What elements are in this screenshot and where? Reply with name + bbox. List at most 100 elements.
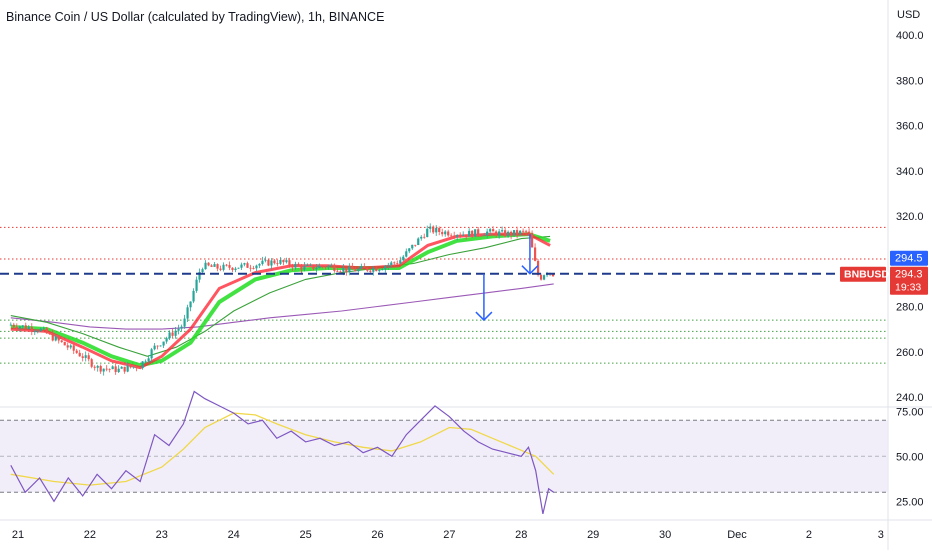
candle-body — [258, 264, 261, 266]
candle-body — [69, 345, 72, 348]
x-tick-label: 22 — [84, 529, 96, 541]
candle-body — [459, 235, 462, 237]
candle-body — [414, 244, 417, 246]
candle-body — [15, 326, 18, 329]
candle-body — [333, 265, 336, 271]
candle-body — [108, 368, 111, 370]
candle-body — [363, 266, 366, 268]
candle-body — [27, 326, 30, 329]
candle-body — [261, 260, 264, 265]
symbol-text: BNBUSD — [844, 269, 889, 281]
candle-body — [96, 365, 99, 368]
candle-body — [486, 231, 489, 235]
candle-body — [267, 259, 270, 266]
rsi-tick-label: 75.00 — [896, 406, 924, 418]
candle-body — [255, 265, 258, 269]
candle-body — [195, 279, 198, 291]
candle-body — [327, 265, 330, 268]
last-price-badge — [890, 266, 928, 295]
candle-body — [453, 235, 456, 237]
candle-body — [99, 365, 102, 372]
candle-body — [84, 355, 87, 358]
candle-body — [105, 368, 108, 370]
candle-body — [354, 269, 357, 272]
candle-body — [492, 229, 495, 232]
candle-body — [72, 345, 75, 351]
candle-body — [192, 290, 195, 302]
candle-body — [309, 264, 312, 266]
candle-body — [282, 259, 285, 263]
candle-body — [384, 266, 387, 270]
candle-body — [530, 232, 534, 248]
rsi-tick-label: 25.00 — [896, 496, 924, 508]
rsi-tick-label: 50.00 — [896, 451, 924, 463]
candle-body — [177, 328, 180, 331]
candle-body — [204, 262, 207, 270]
candle-body — [521, 230, 525, 232]
candle-body — [141, 361, 144, 369]
x-tick-label: 29 — [587, 529, 599, 541]
candle-body — [318, 265, 321, 269]
x-tick-label: Dec — [727, 529, 747, 541]
candle-body — [36, 331, 39, 332]
x-tick-label: 24 — [228, 529, 240, 541]
candle-body — [375, 268, 378, 272]
candle-body — [30, 326, 33, 332]
candle-body — [539, 275, 543, 280]
candle-body — [429, 226, 432, 229]
candle-body — [189, 301, 192, 308]
candle-body — [357, 268, 360, 272]
candle-body — [519, 230, 522, 235]
candle-body — [9, 324, 12, 326]
candle-body — [300, 265, 303, 270]
candle-body — [93, 366, 96, 368]
candle-body — [516, 230, 519, 235]
candle-body — [120, 366, 123, 369]
candle-body — [24, 325, 27, 329]
candle-body — [243, 263, 246, 265]
candle-body — [81, 356, 84, 358]
candle-body — [330, 265, 333, 267]
candle-body — [462, 234, 465, 236]
candle-body — [156, 345, 159, 347]
candle-body — [168, 332, 171, 339]
x-tick-label: 3 — [878, 529, 884, 541]
candle-body — [321, 265, 324, 267]
candle-body — [285, 260, 288, 263]
candle-body — [312, 264, 315, 270]
candle-body — [432, 226, 435, 233]
candle-body — [162, 341, 165, 346]
down-arrow-head — [475, 311, 493, 322]
candle-body — [276, 263, 279, 265]
candle-body — [186, 307, 189, 319]
candle-body — [45, 328, 48, 334]
candle-body — [165, 338, 168, 342]
candle-body — [348, 266, 351, 273]
candle-body — [153, 345, 156, 350]
ema-ribbon-green — [10, 232, 551, 368]
candle-body — [225, 264, 228, 266]
candle-body — [510, 231, 513, 236]
candle-body — [399, 260, 402, 264]
x-tick-label: 21 — [12, 529, 24, 541]
candle-body — [483, 234, 486, 236]
candle-body — [504, 230, 507, 237]
candle-body — [489, 229, 492, 232]
candle-body — [39, 328, 42, 332]
candle-body — [342, 267, 345, 272]
candle-body — [252, 268, 255, 269]
y-tick-label: 400.0 — [896, 30, 924, 42]
candle-body — [237, 267, 240, 269]
candle-body — [270, 260, 273, 266]
candle-body — [138, 368, 141, 369]
down-arrow-head — [521, 265, 539, 275]
y-tick-label: 340.0 — [896, 166, 924, 178]
candle-body — [468, 230, 471, 237]
ema-slow-line — [10, 235, 551, 357]
candle-body — [402, 256, 405, 261]
candle-body — [174, 330, 177, 336]
y-tick-label: 380.0 — [896, 75, 924, 87]
candle-body — [396, 263, 399, 264]
candle-body — [474, 229, 477, 237]
